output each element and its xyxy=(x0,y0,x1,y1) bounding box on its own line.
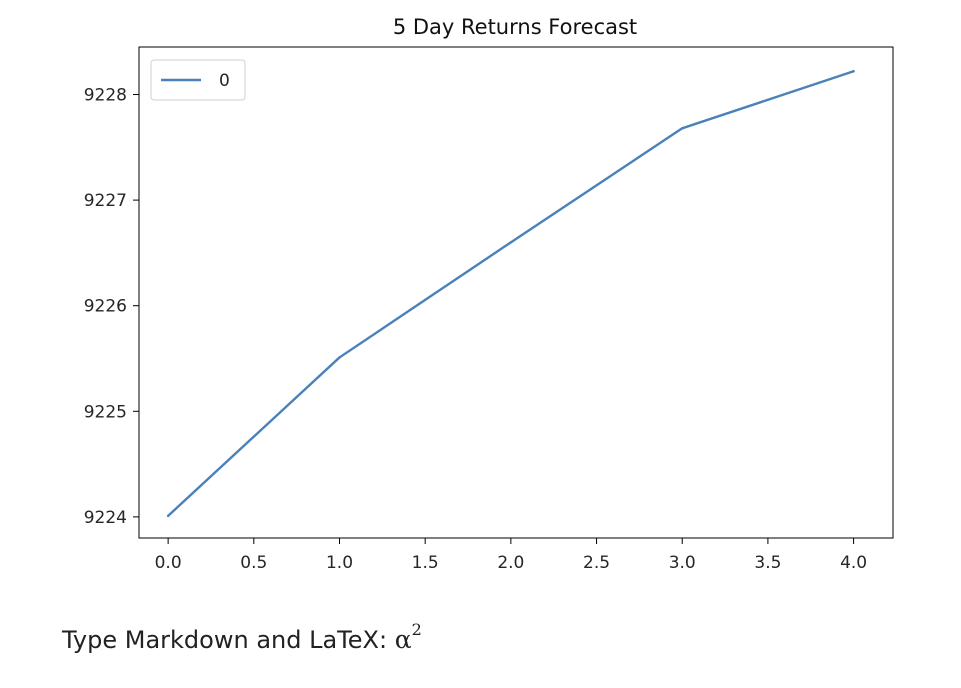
x-tick-label: 0.0 xyxy=(155,553,182,573)
math-alpha-symbol: α xyxy=(394,625,412,654)
y-tick-label: 9226 xyxy=(84,297,127,317)
plot-area-frame xyxy=(138,46,894,539)
axis-ticks: 0.0 0.5 1.0 1.5 2.0 2.5 3.0 3.5 4.0 9224 9225 9226 9… xyxy=(84,86,867,573)
series-line-0 xyxy=(166,70,855,518)
x-tick-label: 4.0 xyxy=(840,553,867,573)
x-tick-label: 3.5 xyxy=(754,553,781,573)
x-tick-label: 2.0 xyxy=(497,553,524,573)
x-tick-label: 2.5 xyxy=(583,553,610,573)
x-tick-label: 1.5 xyxy=(412,553,439,573)
data-point xyxy=(852,70,855,73)
y-tick-label: 9227 xyxy=(84,191,127,211)
x-tick-label: 3.0 xyxy=(669,553,696,573)
data-point xyxy=(509,241,513,244)
y-tick-label: 9225 xyxy=(84,402,127,422)
y-tick-label: 9224 xyxy=(84,508,127,528)
markdown-cell-placeholder[interactable]: Type Markdown and LaTeX: α2 xyxy=(62,620,422,654)
series-layer xyxy=(166,70,855,518)
markdown-prompt-text: Type Markdown and LaTeX: xyxy=(62,626,395,654)
math-superscript: 2 xyxy=(411,620,422,639)
y-tick-label: 9228 xyxy=(84,86,127,106)
line-chart: 5 Day Returns Forecast 0.0 0.5 1.0 1.5 2.0 2.… xyxy=(84,15,894,573)
x-tick-label: 1.0 xyxy=(326,553,353,573)
x-tick-label: 0.5 xyxy=(240,553,267,573)
data-point xyxy=(166,514,170,518)
data-point xyxy=(681,127,684,130)
chart-title: 5 Day Returns Forecast xyxy=(393,15,637,39)
data-point xyxy=(338,356,341,359)
legend-label-series-0: 0 xyxy=(219,71,230,91)
legend: 0 xyxy=(150,59,246,101)
